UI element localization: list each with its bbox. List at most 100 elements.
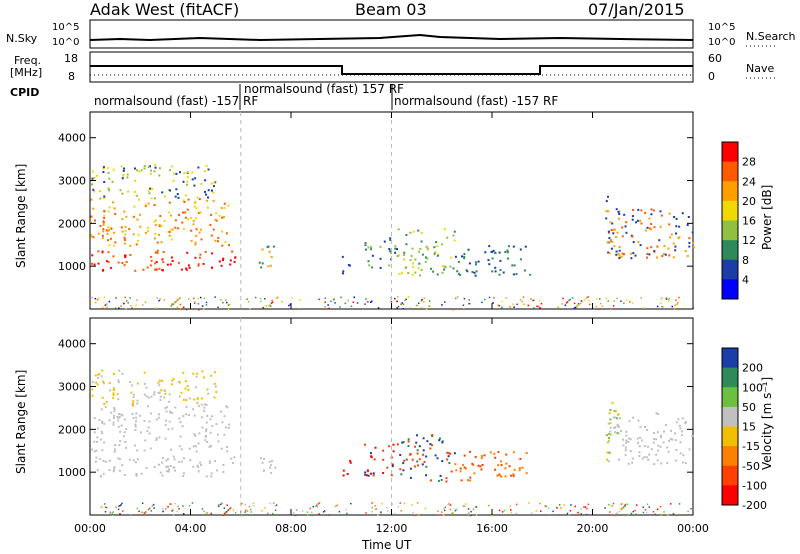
- echo-cell: [173, 458, 176, 461]
- echo-cell: [367, 246, 370, 249]
- echo-cell: [509, 505, 512, 507]
- echo-cell: [452, 512, 454, 514]
- echo-cell: [606, 241, 609, 244]
- echo-cell: [660, 297, 663, 299]
- echo-cell: [183, 201, 186, 203]
- echo-cell: [233, 260, 236, 263]
- echo-cell: [430, 267, 433, 270]
- echo-cell: [192, 219, 195, 222]
- echo-cell: [171, 427, 174, 430]
- echo-cell: [566, 512, 569, 515]
- echo-cell: [650, 246, 653, 249]
- echo-cell: [207, 168, 210, 171]
- echo-cell: [608, 504, 610, 506]
- echo-cell: [168, 400, 171, 403]
- echo-cell: [678, 424, 681, 427]
- echo-cell: [170, 165, 173, 168]
- colorbar-tick-label: 15: [742, 421, 756, 434]
- echo-cell: [625, 231, 628, 234]
- echo-cell: [107, 171, 110, 174]
- echo-cell: [265, 305, 268, 307]
- echo-cell: [156, 241, 159, 244]
- echo-cell: [396, 255, 399, 257]
- echo-cell: [169, 465, 172, 467]
- echo-cell: [644, 211, 647, 214]
- echo-cell: [157, 416, 160, 419]
- echo-cell: [441, 460, 444, 463]
- echo-cell: [386, 466, 389, 469]
- echo-cell: [412, 265, 415, 268]
- echo-cell: [609, 221, 612, 224]
- echo-cell: [205, 421, 208, 424]
- echo-cell: [646, 429, 649, 431]
- echo-cell: [234, 256, 237, 259]
- echo-cell: [208, 461, 211, 464]
- echo-cell: [154, 163, 156, 166]
- echo-cell: [223, 202, 226, 205]
- echo-cell: [112, 511, 114, 513]
- echo-cell: [407, 445, 410, 447]
- echo-cell: [299, 299, 301, 301]
- echo-cell: [127, 190, 130, 193]
- echo-cell: [371, 502, 373, 504]
- echo-cell: [193, 414, 196, 417]
- echo-cell: [122, 435, 125, 438]
- echo-cell: [222, 464, 225, 466]
- echo-cell: [631, 457, 634, 460]
- echo-cell: [119, 189, 122, 192]
- echo-cell: [659, 225, 662, 228]
- echo-cell: [170, 214, 172, 217]
- echo-cell: [612, 228, 615, 231]
- echo-cell: [134, 167, 136, 170]
- echo-cell: [121, 414, 124, 417]
- echo-cell: [150, 197, 153, 200]
- echo-cell: [336, 504, 339, 506]
- echo-cell: [119, 440, 122, 442]
- echo-cell: [574, 306, 577, 309]
- echo-cell: [443, 507, 445, 510]
- echo-cell: [128, 458, 131, 461]
- echo-cell: [638, 455, 641, 457]
- echo-cell: [215, 212, 218, 215]
- echo-cell: [198, 309, 200, 311]
- echo-cell: [217, 306, 219, 308]
- echo-cell: [429, 443, 432, 446]
- echo-cell: [637, 442, 640, 445]
- echo-cell: [141, 511, 143, 513]
- echo-cell: [154, 232, 157, 235]
- echo-cell: [411, 504, 413, 506]
- echo-cell: [123, 418, 126, 421]
- echo-cell: [100, 308, 103, 310]
- echo-cell: [391, 463, 394, 466]
- echo-cell: [103, 403, 106, 405]
- echo-cell: [225, 446, 228, 448]
- echo-cell: [648, 253, 651, 256]
- echo-cell: [545, 505, 547, 508]
- echo-cell: [494, 266, 497, 269]
- echo-cell: [488, 245, 491, 248]
- echo-cell: [441, 441, 444, 444]
- echo-cell: [125, 261, 128, 263]
- echo-cell: [155, 438, 158, 441]
- echo-cell: [537, 305, 540, 308]
- echo-cell: [109, 237, 112, 240]
- echo-cell: [667, 514, 669, 516]
- echo-cell: [246, 510, 249, 512]
- nsky-right-tick-top: 10^5: [708, 22, 736, 33]
- echo-cell: [608, 451, 611, 454]
- echo-cell: [156, 251, 159, 254]
- echo-cell: [675, 448, 678, 451]
- echo-cell: [111, 512, 113, 514]
- echo-cell: [218, 214, 221, 217]
- echo-cell: [193, 184, 196, 187]
- echo-cell: [150, 259, 153, 262]
- echo-cell: [616, 297, 618, 300]
- echo-cell: [532, 299, 534, 302]
- echo-cell: [540, 510, 542, 512]
- echo-cell: [631, 215, 634, 218]
- echo-cell: [488, 263, 491, 266]
- echo-cell: [399, 468, 402, 471]
- echo-cell: [318, 513, 320, 515]
- echo-cell: [648, 227, 651, 230]
- echo-cell: [588, 300, 590, 302]
